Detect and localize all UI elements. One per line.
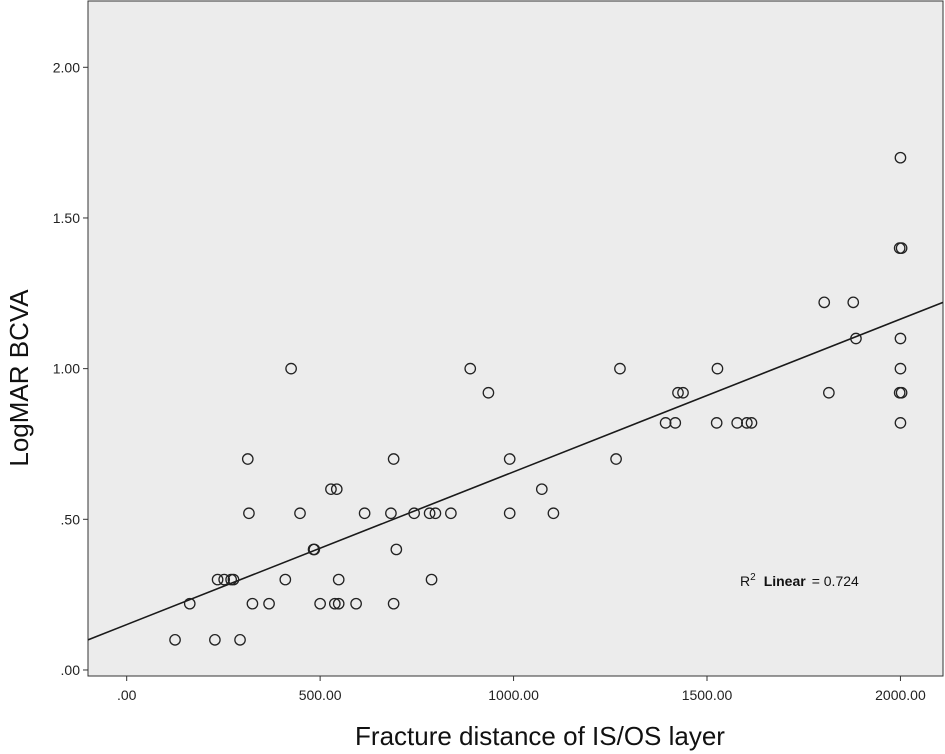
data-point — [314, 597, 326, 610]
data-point — [464, 362, 477, 375]
plot-area — [87, 0, 944, 677]
data-point — [241, 453, 254, 465]
x-tick-label: .00 — [117, 687, 137, 703]
data-point — [332, 573, 345, 586]
data-point — [350, 597, 362, 610]
data-point — [895, 242, 908, 254]
data-point — [425, 573, 438, 586]
data-point — [325, 483, 337, 496]
y-axis-title: LogMAR BCVA — [4, 289, 34, 467]
data-point — [503, 507, 516, 520]
data-point — [745, 417, 758, 429]
x-axis-title: Fracture distance of IS/OS layer — [355, 721, 725, 751]
data-point — [218, 573, 231, 586]
fit-label: R2 Linear = 0.724 — [740, 572, 859, 589]
data-point — [209, 633, 221, 646]
data-point — [243, 507, 255, 520]
data-point — [387, 597, 400, 610]
data-point — [614, 362, 626, 375]
y-tick-label: 1.00 — [53, 361, 80, 377]
data-point — [547, 507, 560, 520]
data-point — [895, 386, 908, 399]
x-tick-label: 2000.00 — [875, 687, 926, 703]
data-point — [294, 507, 306, 520]
data-point — [169, 633, 181, 646]
y-axis-ticks: .00 .50 1.00 1.50 2.00 — [53, 59, 88, 678]
y-tick-label: 2.00 — [53, 59, 80, 75]
data-point — [387, 453, 400, 465]
x-tick-label: 1500.00 — [682, 687, 733, 703]
data-point — [211, 573, 224, 586]
y-tick-label: .50 — [61, 511, 81, 527]
data-point — [610, 453, 622, 465]
data-point — [894, 151, 907, 164]
data-point — [659, 417, 672, 429]
data-point — [677, 386, 689, 399]
data-point — [672, 386, 684, 399]
data-point — [741, 417, 753, 429]
data-point — [234, 633, 246, 646]
data-point — [408, 507, 420, 520]
data-point — [227, 573, 240, 586]
x-tick-label: 1000.00 — [488, 687, 539, 703]
data-point — [847, 296, 860, 309]
data-point — [535, 483, 548, 496]
fit-label-r: R — [740, 573, 750, 589]
data-point — [358, 507, 371, 520]
data-point — [330, 483, 343, 496]
data-points — [169, 151, 908, 646]
data-point — [308, 543, 321, 556]
data-point — [710, 417, 723, 429]
y-tick-label: .00 — [61, 662, 81, 678]
data-point — [894, 332, 907, 345]
data-point — [183, 597, 196, 610]
data-point — [731, 417, 744, 429]
data-point — [711, 362, 724, 375]
data-point — [328, 597, 341, 610]
data-point — [423, 507, 436, 520]
data-point — [503, 453, 516, 465]
data-point — [332, 597, 345, 610]
x-axis-ticks: .00 500.00 1000.00 1500.00 2000.00 — [117, 676, 926, 703]
data-point — [285, 362, 297, 375]
data-point — [894, 417, 907, 429]
data-point — [669, 417, 682, 429]
data-point — [246, 597, 259, 610]
data-point — [385, 507, 397, 520]
data-point — [279, 573, 292, 586]
data-point — [263, 597, 275, 610]
fit-label-value: = 0.724 — [812, 573, 859, 589]
data-point — [850, 332, 862, 345]
y-tick-label: 1.50 — [53, 210, 80, 226]
data-point — [818, 296, 831, 309]
data-point — [390, 543, 403, 556]
data-point — [429, 507, 442, 520]
x-tick-label: 500.00 — [299, 687, 342, 703]
fit-label-sup: 2 — [750, 572, 756, 583]
data-point — [482, 386, 495, 399]
data-point — [894, 362, 907, 375]
fit-label-linear: Linear — [764, 573, 807, 589]
data-point — [823, 386, 835, 399]
data-point — [445, 507, 457, 520]
